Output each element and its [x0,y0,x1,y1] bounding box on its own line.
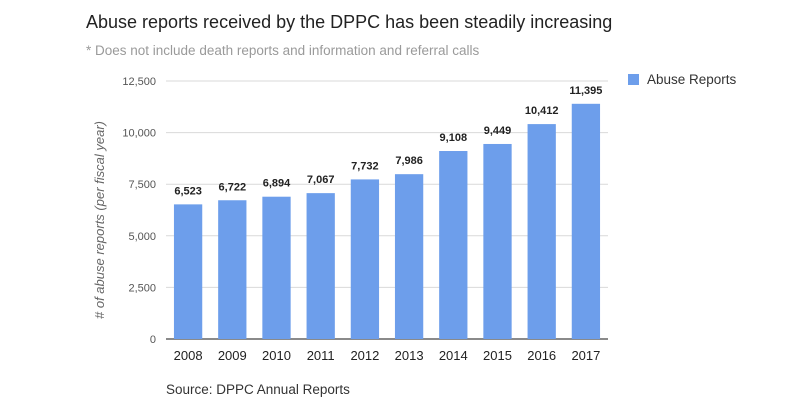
legend-swatch [628,74,639,85]
legend-label: Abuse Reports [647,72,737,87]
x-tick-label-2012: 2012 [350,348,379,363]
x-tick-label-2014: 2014 [439,348,468,363]
data-labels: 6,523 6,722 6,894 7,067 7,732 7,986 9,108 9,449… [174,85,602,198]
x-tick-label-2011: 2011 [307,348,335,363]
y-tick-label: 5,000 [128,231,156,243]
data-label-2012: 7,732 [351,160,379,172]
data-label-2008: 6,523 [174,185,202,197]
x-tick-label-2010: 2010 [262,348,291,363]
y-tick-label: 2,500 [128,282,156,294]
x-tick-label-2015: 2015 [483,348,512,363]
x-tick-label-2008: 2008 [174,348,203,363]
data-label-2017: 11,395 [569,85,602,97]
data-label-2013: 7,986 [395,155,423,167]
x-tick-label-2009: 2009 [218,348,247,363]
data-label-2009: 6,722 [219,181,247,193]
y-axis-ticks: 0 2,500 5,000 7,500 10,000 12,500 [122,76,156,346]
bar-2014 [439,151,468,339]
data-label-2010: 6,894 [263,178,291,190]
chart-title: Abuse reports received by the DPPC has b… [86,12,613,32]
bar-2010 [262,196,291,339]
bars [173,103,601,340]
x-tick-label-2013: 2013 [395,348,424,363]
y-tick-label: 7,500 [128,179,156,191]
bar-2013 [394,174,424,339]
data-label-2016: 10,412 [525,105,559,117]
x-tick-label-2017: 2017 [571,348,600,363]
x-tick-label-2016: 2016 [527,348,556,363]
data-label-2015: 9,449 [484,125,512,137]
bar-2012 [350,179,380,339]
chart-subtitle: * Does not include death reports and inf… [86,43,480,58]
bar-2015 [483,143,512,339]
bar-2017 [571,103,601,340]
source-note: Source: DPPC Annual Reports [166,382,350,397]
data-label-2014: 9,108 [440,132,468,144]
y-axis-label: # of abuse reports (per fiscal year) [92,121,107,319]
bar-2011 [306,193,335,339]
y-tick-label: 12,500 [122,76,156,88]
bar-2016 [527,124,556,340]
bar-2008 [173,204,203,339]
x-axis-ticks: 2008 2009 2010 2011 2012 2013 2014 2015 2016 2017 [174,348,601,363]
legend: Abuse Reports [628,72,736,87]
data-label-2011: 7,067 [307,174,335,186]
bar-2009 [218,200,247,339]
y-tick-label: 10,000 [122,128,156,140]
y-tick-label: 0 [150,334,156,346]
